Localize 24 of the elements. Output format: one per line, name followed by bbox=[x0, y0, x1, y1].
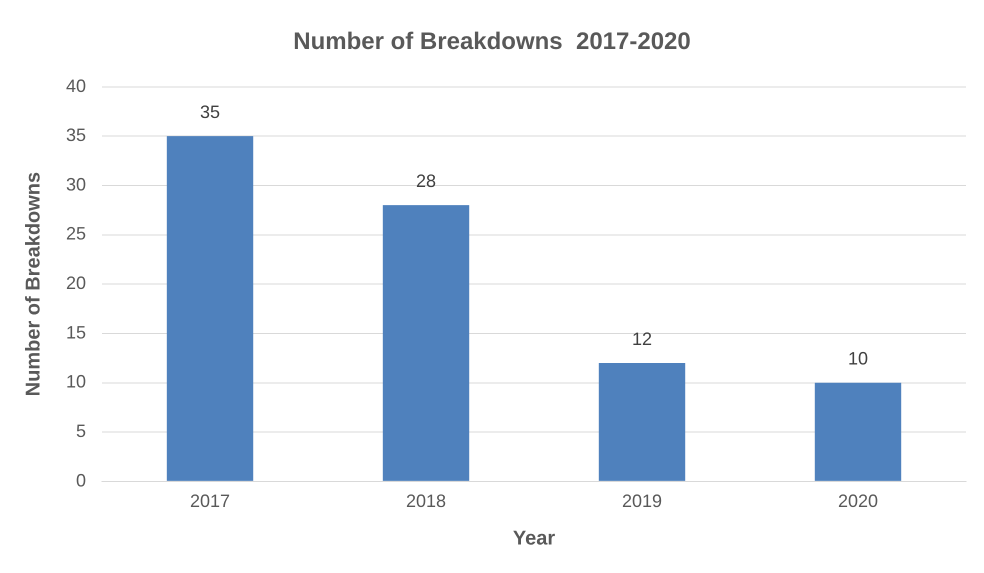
y-tick-label: 10 bbox=[66, 372, 86, 392]
y-tick-label: 25 bbox=[66, 224, 86, 244]
bar bbox=[598, 363, 686, 481]
data-label: 12 bbox=[632, 328, 652, 349]
y-axis-title: Number of Breakdowns bbox=[22, 172, 45, 396]
y-tick-label: 30 bbox=[66, 174, 86, 194]
y-tick-label: 35 bbox=[66, 125, 86, 146]
x-tick-label: 2020 bbox=[838, 491, 878, 512]
data-label: 28 bbox=[416, 171, 436, 192]
x-axis-title: Year bbox=[512, 528, 556, 550]
bar bbox=[166, 136, 254, 481]
y-tick-label: 40 bbox=[66, 76, 86, 96]
x-tick-label: 2017 bbox=[190, 491, 230, 512]
data-label: 35 bbox=[200, 102, 220, 122]
y-tick-label: 0 bbox=[76, 470, 86, 490]
bar bbox=[382, 205, 470, 481]
y-tick-label: 5 bbox=[76, 421, 86, 442]
y-tick-label: 20 bbox=[66, 273, 86, 294]
data-label: 10 bbox=[848, 348, 868, 369]
x-tick-label: 2018 bbox=[406, 491, 446, 512]
chart-title: Number of Breakdowns 2017-2020 bbox=[293, 28, 691, 56]
y-tick-label: 15 bbox=[66, 322, 86, 342]
x-tick-label: 2019 bbox=[622, 491, 662, 512]
bar bbox=[814, 382, 902, 481]
